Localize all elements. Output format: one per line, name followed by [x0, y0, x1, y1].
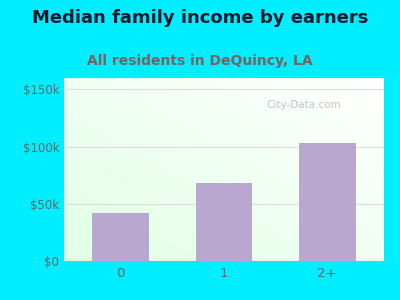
Text: Median family income by earners: Median family income by earners: [32, 9, 368, 27]
Bar: [299, 143, 356, 261]
Text: All residents in DeQuincy, LA: All residents in DeQuincy, LA: [87, 54, 313, 68]
Bar: [92, 213, 149, 261]
Text: City-Data.com: City-Data.com: [267, 100, 341, 110]
Bar: [196, 183, 252, 261]
